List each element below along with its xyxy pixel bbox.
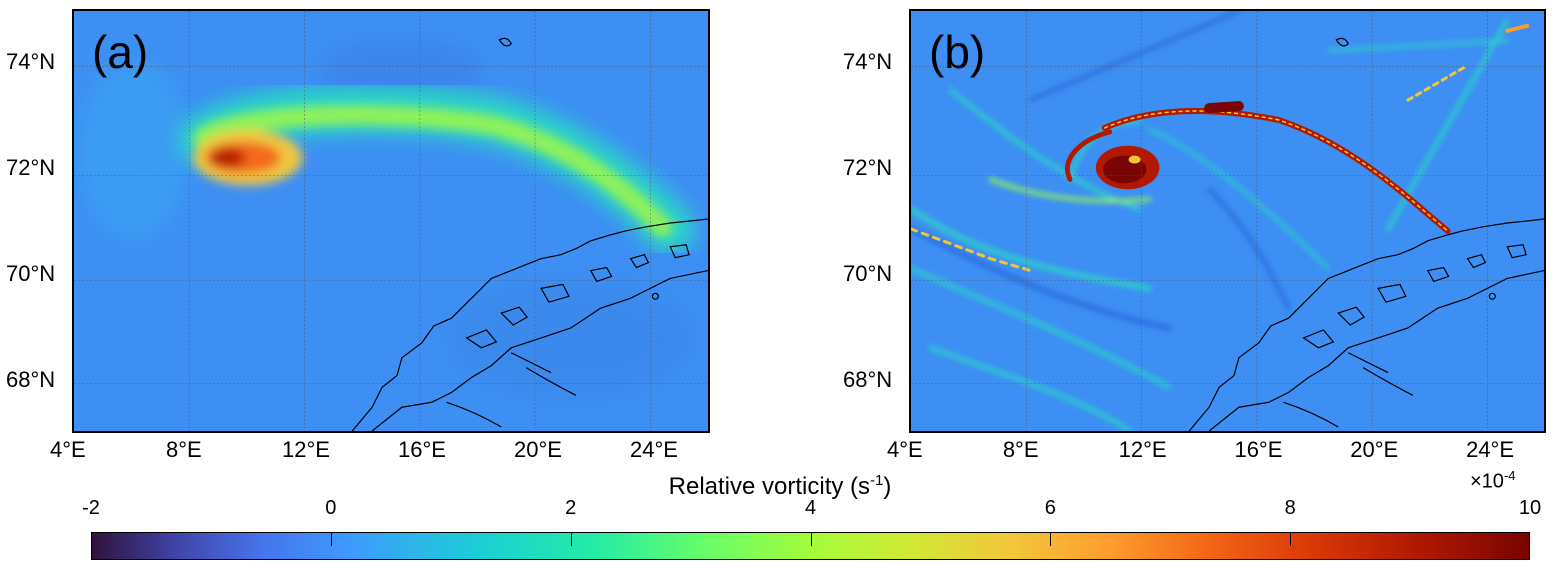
lon-tick-label-b: 4°E <box>887 437 923 462</box>
lat-tick-label-b: 68°N <box>843 367 893 392</box>
map-panel-b: (b) <box>909 9 1546 433</box>
colorbar-title-sup: -1 <box>870 472 884 489</box>
lat-tick-label-b: 72°N <box>843 155 893 180</box>
colorbar-tick-label: 6 <box>1044 497 1056 519</box>
colorbar-tick-mark <box>330 532 332 546</box>
colorbar-tick-mark <box>810 532 812 546</box>
lon-tick-label-a: 12°E <box>282 437 330 462</box>
lon-tick-label-b: 16°E <box>1234 437 1283 462</box>
vorticity-field-b <box>911 11 1544 431</box>
lon-tick-label-a: 16°E <box>398 437 446 462</box>
lat-tick-label-a: 70°N <box>6 261 56 286</box>
lon-tick-label-b: 12°E <box>1118 437 1167 462</box>
colorbar-tick-label: 10 <box>1518 497 1542 519</box>
lon-tick-label-b: 24°E <box>1466 437 1515 462</box>
gridlines-a <box>74 11 708 431</box>
lon-tick-label-a: 24°E <box>630 437 678 462</box>
colorbar-title: Relative vorticity (s-1) <box>0 472 1560 501</box>
colorbar-tick-label: 8 <box>1284 497 1296 519</box>
colorbar-tick-label: 4 <box>804 497 817 519</box>
colorbar-exponent-sup: -4 <box>1503 468 1516 483</box>
lon-tick-label-a: 4°E <box>50 437 86 462</box>
colorbar-tick-mark <box>1050 532 1052 546</box>
colorbar-tick-label: 2 <box>565 497 577 519</box>
colorbar-title-end: ) <box>883 473 892 500</box>
colorbar-exponent-prefix: ×10 <box>1470 470 1504 493</box>
lat-tick-label-a: 68°N <box>6 367 56 392</box>
colorbar-tick-mark <box>1290 532 1292 546</box>
lat-tick-label-b: 70°N <box>843 261 893 286</box>
colorbar-title-text: Relative vorticity (s <box>668 473 871 500</box>
lon-tick-label-a: 8°E <box>166 437 202 462</box>
lon-tick-label-a: 20°E <box>514 437 562 462</box>
colorbar-tick-label: -2 <box>82 497 100 519</box>
lat-tick-label-a: 74°N <box>6 49 56 74</box>
gridlines-b <box>911 11 1544 431</box>
lon-tick-label-b: 8°E <box>1002 437 1039 462</box>
coastline-a <box>351 37 708 431</box>
panel-label-b: (b) <box>929 26 986 78</box>
colorbar-exponent: ×10-4 <box>1470 468 1516 494</box>
lat-tick-label-a: 72°N <box>6 155 56 180</box>
lon-tick-label-b: 20°E <box>1350 437 1399 462</box>
colorbar-tick-label: 0 <box>325 497 337 519</box>
coastline-b <box>1188 37 1544 431</box>
lat-tick-label-b: 74°N <box>843 49 893 74</box>
colorbar-tick-mark <box>570 532 572 546</box>
map-panel-a: (a) <box>72 9 710 433</box>
vorticity-field-a <box>74 11 708 431</box>
panel-label-a: (a) <box>92 26 149 78</box>
